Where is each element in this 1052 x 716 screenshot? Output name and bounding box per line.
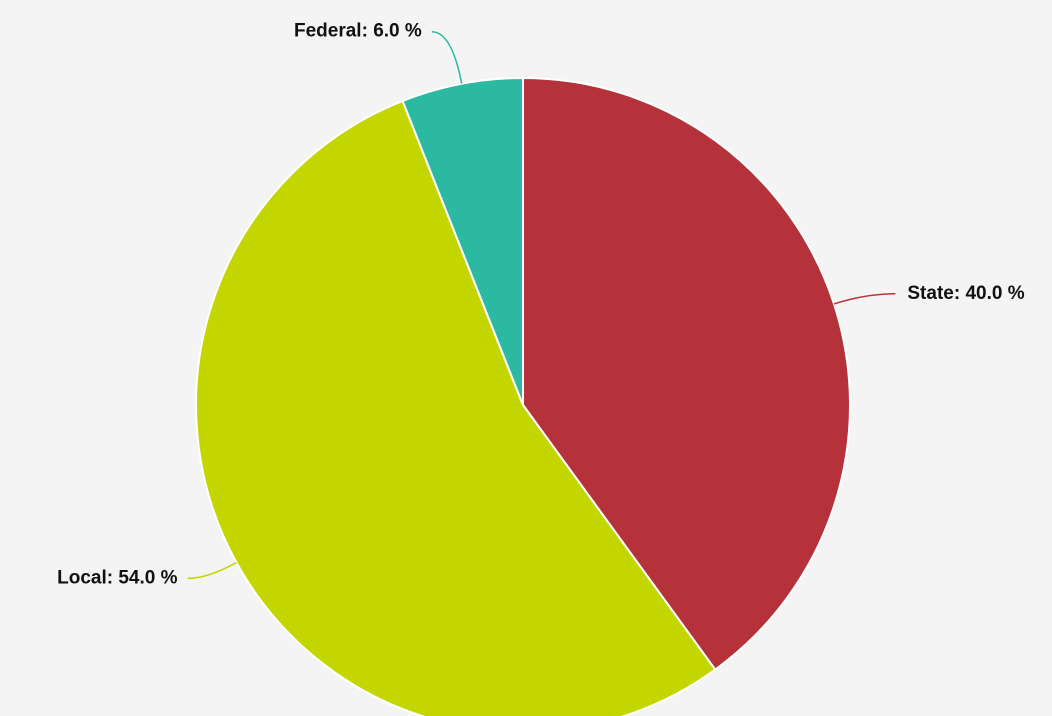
pie-slice [401, 76, 524, 406]
pie-slice [522, 76, 851, 671]
data-label: Local: 54.0 % [57, 567, 177, 588]
leader-line [431, 30, 463, 84]
data-label: Federal: 6.0 % [294, 21, 422, 42]
leader-line [187, 561, 237, 580]
leader-line [833, 293, 896, 305]
pie-slice [195, 99, 717, 716]
data-label: State: 40.0 % [907, 283, 1024, 304]
